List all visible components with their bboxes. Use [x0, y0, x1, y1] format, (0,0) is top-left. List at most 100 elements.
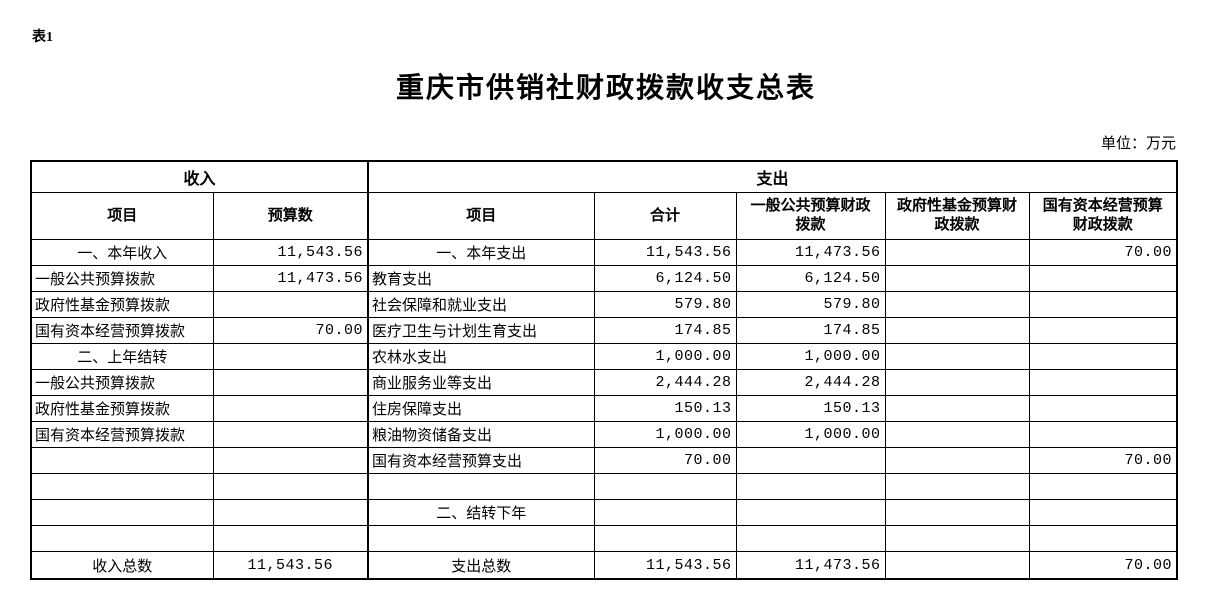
expense-total-cell: 11,543.56	[593, 239, 737, 266]
expense-govfund-cell	[884, 447, 1030, 474]
income-budget-cell	[212, 395, 369, 422]
section-header-row: 收入 支出	[30, 160, 1178, 193]
expense-general-cell	[735, 499, 886, 526]
table-row: 国有资本经营预算拨款 70.00 医疗卫生与计划生育支出 174.85 174.…	[30, 317, 1178, 344]
expense-total-header: 合计	[593, 192, 737, 240]
budget-table: 收入 支出 项目 预算数 项目 合计 一般公共预算财政 拨款 政府性基金预算财 …	[30, 160, 1179, 580]
expense-govfund-cell	[884, 291, 1030, 318]
income-budget-cell: 70.00	[212, 317, 369, 344]
table-row: 二、结转下年	[30, 499, 1178, 526]
expense-item-cell	[367, 525, 595, 552]
expense-total-cell	[593, 525, 737, 552]
income-item-cell: 一、本年收入	[30, 239, 214, 266]
expense-statecapital-cell	[1028, 421, 1178, 448]
expense-total-cell: 579.80	[593, 291, 737, 318]
expense-statecapital-cell	[1028, 499, 1178, 526]
income-item-cell	[30, 473, 214, 500]
income-item-cell: 二、上年结转	[30, 343, 214, 370]
expense-item-cell: 二、结转下年	[367, 499, 595, 526]
table-row: 国有资本经营预算支出 70.00 70.00	[30, 447, 1178, 474]
expense-item-cell: 粮油物资储备支出	[367, 421, 595, 448]
expense-item-cell: 国有资本经营预算支出	[367, 447, 595, 474]
income-item-cell	[30, 525, 214, 552]
income-budget-cell: 11,473.56	[212, 265, 369, 292]
expense-total-value: 11,543.56	[593, 551, 737, 580]
page-title: 重庆市供销社财政拨款收支总表	[395, 72, 816, 103]
income-budget-cell	[212, 369, 369, 396]
expense-general-cell: 174.85	[735, 317, 886, 344]
expense-statecapital-cell	[1028, 291, 1178, 318]
expense-item-cell: 住房保障支出	[367, 395, 595, 422]
expense-total-cell: 150.13	[593, 395, 737, 422]
expense-general-cell	[735, 447, 886, 474]
income-budget-cell	[212, 343, 369, 370]
expense-statecapital-cell	[1028, 369, 1178, 396]
expense-total-cell	[593, 473, 737, 500]
expense-govfund-cell	[884, 317, 1030, 344]
income-budget-cell	[212, 499, 369, 526]
table-row: 政府性基金预算拨款 社会保障和就业支出 579.80 579.80	[30, 291, 1178, 318]
table-row: 一般公共预算拨款 商业服务业等支出 2,444.28 2,444.28	[30, 369, 1178, 396]
expense-statecapital-cell	[1028, 265, 1178, 292]
expense-govfund-cell	[884, 239, 1030, 266]
expense-item-cell	[367, 473, 595, 500]
expense-statecapital-cell: 70.00	[1028, 239, 1178, 266]
expense-govfund-cell	[884, 525, 1030, 552]
income-item-cell: 政府性基金预算拨款	[30, 395, 214, 422]
table-row	[30, 525, 1178, 552]
income-item-cell	[30, 447, 214, 474]
expense-general-cell: 11,473.56	[735, 239, 886, 266]
gov-fund-header: 政府性基金预算财 政拨款	[884, 192, 1030, 240]
expense-general-total-value: 11,473.56	[735, 551, 886, 580]
general-public-header: 一般公共预算财政 拨款	[735, 192, 886, 240]
income-section-header: 收入	[30, 160, 369, 193]
expense-total-cell: 6,124.50	[593, 265, 737, 292]
income-item-cell: 国有资本经营预算拨款	[30, 421, 214, 448]
expense-statecapital-total-value: 70.00	[1028, 551, 1178, 580]
income-item-cell: 一般公共预算拨款	[30, 369, 214, 396]
expense-item-cell: 医疗卫生与计划生育支出	[367, 317, 595, 344]
income-item-header: 项目	[30, 192, 214, 240]
expense-total-cell: 1,000.00	[593, 343, 737, 370]
table-row: 二、上年结转 农林水支出 1,000.00 1,000.00	[30, 343, 1178, 370]
income-budget-cell: 11,543.56	[212, 239, 369, 266]
column-header-row: 项目 预算数 项目 合计 一般公共预算财政 拨款 政府性基金预算财 政拨款 国有…	[30, 192, 1178, 240]
expense-statecapital-cell	[1028, 395, 1178, 422]
expense-general-cell: 2,444.28	[735, 369, 886, 396]
income-total-value: 11,543.56	[212, 551, 369, 580]
expense-statecapital-cell	[1028, 473, 1178, 500]
expense-govfund-cell	[884, 343, 1030, 370]
expense-govfund-total-value	[884, 551, 1030, 580]
income-budget-cell	[212, 525, 369, 552]
expense-general-cell: 6,124.50	[735, 265, 886, 292]
income-budget-cell	[212, 473, 369, 500]
total-row: 收入总数 11,543.56 支出总数 11,543.56 11,473.56 …	[30, 551, 1178, 580]
expense-item-header: 项目	[367, 192, 595, 240]
expense-total-cell: 2,444.28	[593, 369, 737, 396]
expense-govfund-cell	[884, 395, 1030, 422]
table-row: 一般公共预算拨款 11,473.56 教育支出 6,124.50 6,124.5…	[30, 265, 1178, 292]
income-total-label: 收入总数	[30, 551, 214, 580]
expense-statecapital-cell	[1028, 343, 1178, 370]
table-row: 一、本年收入 11,543.56 一、本年支出 11,543.56 11,473…	[30, 239, 1178, 266]
expense-item-cell: 社会保障和就业支出	[367, 291, 595, 318]
expense-general-cell: 579.80	[735, 291, 886, 318]
expense-item-cell: 商业服务业等支出	[367, 369, 595, 396]
table-number-label: 表1	[32, 30, 53, 45]
expense-total-label: 支出总数	[367, 551, 595, 580]
expense-general-cell	[735, 525, 886, 552]
expense-total-cell: 174.85	[593, 317, 737, 344]
expense-statecapital-cell: 70.00	[1028, 447, 1178, 474]
income-budget-cell	[212, 447, 369, 474]
expense-govfund-cell	[884, 421, 1030, 448]
expense-general-cell	[735, 473, 886, 500]
expense-govfund-cell	[884, 265, 1030, 292]
table-row: 国有资本经营预算拨款 粮油物资储备支出 1,000.00 1,000.00	[30, 421, 1178, 448]
expense-item-cell: 一、本年支出	[367, 239, 595, 266]
income-item-cell: 国有资本经营预算拨款	[30, 317, 214, 344]
expense-general-cell: 1,000.00	[735, 421, 886, 448]
state-capital-header: 国有资本经营预算 财政拨款	[1028, 192, 1178, 240]
income-budget-cell	[212, 291, 369, 318]
table-row	[30, 473, 1178, 500]
expense-govfund-cell	[884, 473, 1030, 500]
